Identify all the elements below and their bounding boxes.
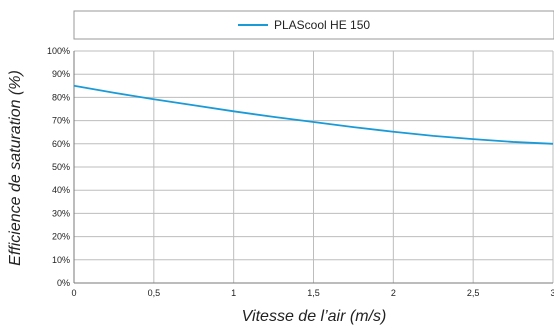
x-tick-label: 2,5 bbox=[467, 288, 480, 298]
y-tick-label: 30% bbox=[52, 208, 70, 218]
y-tick-label: 80% bbox=[52, 92, 70, 102]
x-tick-label: 1 bbox=[231, 288, 236, 298]
legend-box bbox=[73, 10, 554, 40]
y-tick-label: 40% bbox=[52, 185, 70, 195]
legend: PLAScool HE 150 bbox=[73, 10, 554, 40]
x-tick-label: 1,5 bbox=[307, 288, 320, 298]
series-line-0 bbox=[73, 84, 554, 145]
y-tick-label: 0% bbox=[57, 278, 70, 288]
y-tick-label: 20% bbox=[52, 232, 70, 242]
y-tick-label: 90% bbox=[52, 69, 70, 79]
plot-area: 0% 10% 20% 30% 40% 50% 60% 70% 80% 90% 100% 0 0,5 1 1,… bbox=[47, 46, 554, 298]
y-tick-label: 100% bbox=[47, 46, 70, 56]
y-tick-label: 60% bbox=[52, 139, 70, 149]
x-tick-label: 0 bbox=[71, 288, 76, 298]
x-tick-label: 3 bbox=[550, 288, 554, 298]
y-tick-label: 50% bbox=[52, 162, 70, 172]
y-tick-label: 10% bbox=[52, 255, 70, 265]
y-tick-label: 70% bbox=[52, 116, 70, 126]
x-axis-title: Vitesse de l’air (m/s) bbox=[242, 308, 387, 325]
x-tick-label: 0,5 bbox=[148, 288, 161, 298]
y-axis-title: Efficience de saturation (%) bbox=[7, 70, 24, 266]
x-tick-label: 2 bbox=[391, 288, 396, 298]
legend-label: PLAScool HE 150 bbox=[274, 18, 370, 32]
